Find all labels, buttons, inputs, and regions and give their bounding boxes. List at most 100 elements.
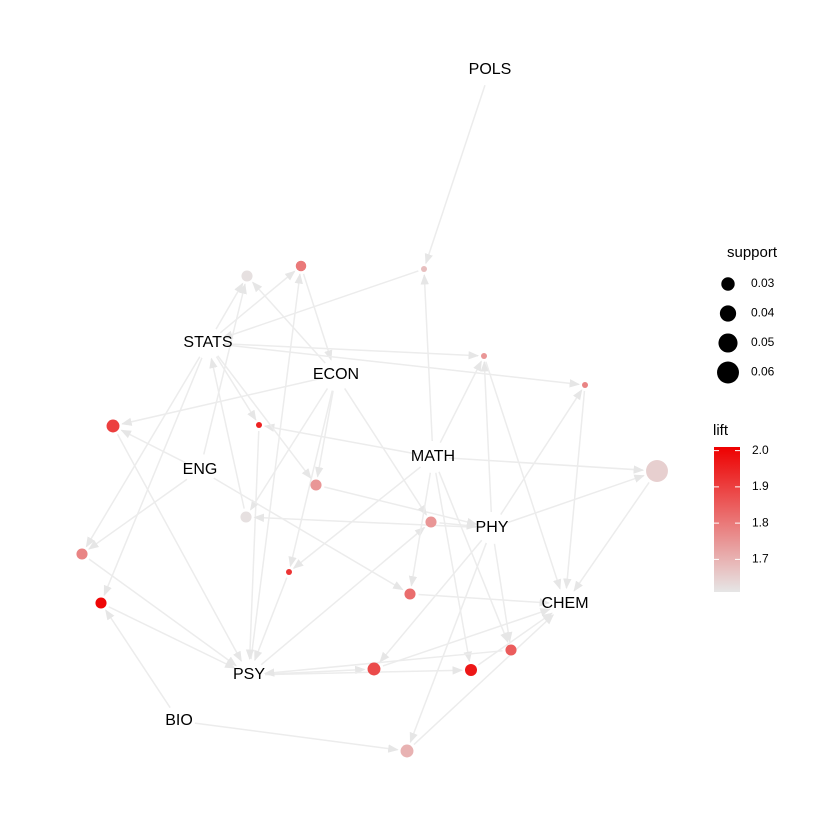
edge [315,390,334,478]
colorbar-label: 2.0 [752,443,769,457]
edge [263,650,503,677]
edge [292,466,421,569]
edge [252,281,326,364]
edge [260,526,426,666]
edge [506,474,645,524]
rule-node [240,511,252,523]
edge [382,608,551,667]
edge [120,429,187,464]
edge [88,558,237,667]
edge [108,606,236,669]
rule-node [76,548,88,560]
item-label: CHEM [541,595,588,612]
edge [500,389,583,515]
edge [264,665,366,675]
edge [116,433,242,662]
color-legend-title: lift [713,422,729,439]
size-legend-title: support [727,244,778,261]
rule-node [256,422,262,428]
edge [209,357,245,509]
item-label: POLS [469,61,512,78]
edge [573,482,650,592]
rule-node [106,419,120,433]
edge [435,472,472,663]
item-label: STATS [183,334,232,351]
rule-node [421,266,427,272]
rule-node [295,260,307,272]
rule-node [404,588,416,600]
item-label: ENG [183,461,218,478]
edge [379,539,483,663]
rule-node [465,664,477,676]
rule-node [310,479,322,491]
size-legend-label: 0.06 [751,365,775,379]
edge [85,356,201,548]
edge [302,273,333,361]
edge [480,360,493,513]
edge [448,457,645,474]
edges [85,84,650,753]
rule-node [646,460,668,482]
edge [249,388,329,511]
rule-node [481,353,487,359]
nodes: POLS STATS ECON ENG MATH PHY CHEM PSY BIO [76,61,668,758]
rule-node [582,382,588,388]
edge [264,666,464,676]
edge [194,722,399,753]
edge [219,270,296,334]
rule-node [400,744,414,758]
colorbar [714,447,740,592]
edge [213,477,404,591]
edge [563,390,586,590]
edge [223,343,480,360]
size-legend-key [717,361,739,384]
edge [409,542,488,744]
edge [223,344,581,388]
item-label: MATH [411,448,455,465]
edge [103,357,203,597]
edge [222,270,419,339]
rule-node [241,270,253,282]
edge [424,84,486,265]
edge [413,614,555,746]
rule-node [367,662,381,676]
edge [254,577,288,662]
rule-node [95,597,107,609]
rule-node [505,644,517,656]
size-legend-label: 0.05 [751,335,775,349]
size-legend-label: 0.03 [751,276,775,290]
colorbar-label: 1.9 [752,479,769,493]
edge [324,486,478,527]
edge [418,593,551,607]
item-label: PHY [476,519,509,536]
edge [344,388,427,516]
edge [250,273,303,660]
item-label: PSY [233,666,265,683]
edge [263,423,418,455]
edge [420,273,433,442]
edge [438,471,509,644]
size-legend-key [719,305,737,322]
edge [288,390,334,568]
edge [253,513,477,529]
edge [493,543,513,643]
item-label: ECON [313,366,359,383]
edge [217,355,312,480]
edge [245,430,260,661]
edge [215,282,244,330]
size-legend-key [721,277,735,291]
edge [477,612,553,666]
edge [408,472,432,587]
colorbar-label: 1.7 [752,552,769,566]
rule-node [425,516,437,528]
edge [105,609,171,709]
edge [485,361,562,590]
item-label: BIO [165,712,193,729]
colorbar-label: 1.8 [752,515,769,529]
rule-node [286,569,292,575]
edge [215,356,257,421]
size-legend-label: 0.04 [751,306,775,320]
legend: support lift 0.03 0.04 0.05 0.06 1.7 1.8 1.9 2.… [713,244,778,592]
